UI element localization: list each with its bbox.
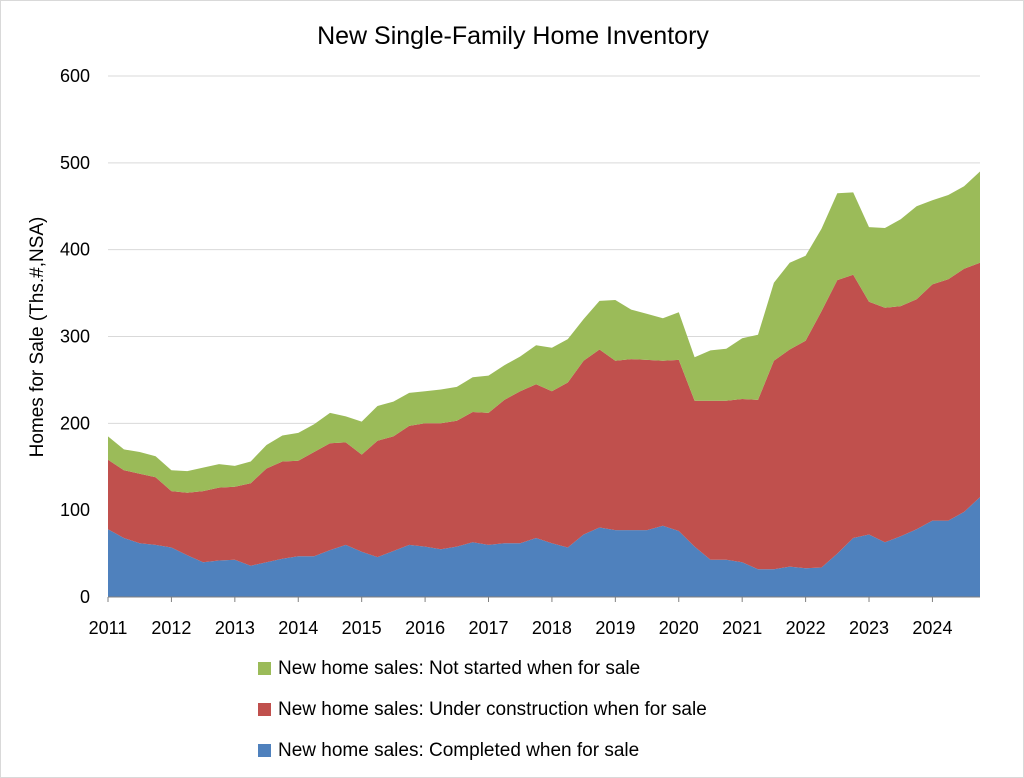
y-tick-label-500: 500 [60,153,90,173]
legend: New home sales: Not started when for sal… [258,658,707,761]
legend-swatch-2 [258,703,271,716]
area-series-1 [108,497,980,597]
x-tick-label-2020: 2020 [659,618,699,638]
y-tick-label-400: 400 [60,240,90,260]
x-tick-label-2013: 2013 [215,618,255,638]
x-tick-label-2011: 2011 [89,618,128,638]
x-tick-labels: 2011 2012 2013 2014 2015 2016 2017 2018 2019 2020… [89,618,953,638]
y-tick-label-600: 600 [60,66,90,86]
x-tick-label-2017: 2017 [468,618,508,638]
chart-title: New Single-Family Home Inventory [317,22,709,50]
area-series-3 [108,171,980,493]
axes [107,596,980,602]
y-tick-label-300: 300 [60,327,90,347]
x-tick-label-2014: 2014 [278,618,318,638]
x-tick-label-2012: 2012 [151,618,191,638]
y-tick-labels: 0 100 200 300 400 500 600 [60,66,90,607]
y-tick-label-200: 200 [60,413,90,433]
x-tick-label-2024: 2024 [912,618,952,638]
x-tick-label-2018: 2018 [532,618,572,638]
x-tick-label-2016: 2016 [405,618,445,638]
x-tick-label-2023: 2023 [849,618,889,638]
x-tick-label-2019: 2019 [595,618,635,638]
legend-label-1: New home sales: Not started when for sal… [278,658,640,679]
y-axis-title: Homes for Sale (Ths.#,NSA) [27,217,48,458]
legend-label-2: New home sales: Under construction when … [278,699,707,720]
legend-swatch-3 [258,744,271,757]
y-tick-label-100: 100 [60,500,90,520]
plot-areas [108,171,980,597]
legend-label-3: New home sales: Completed when for sale [278,740,639,761]
x-tick-label-2022: 2022 [786,618,826,638]
legend-swatch-1 [258,662,271,675]
x-tick-label-2021: 2021 [722,618,762,638]
area-series-2 [108,262,980,570]
x-tick-label-2015: 2015 [342,618,382,638]
y-tick-label-0: 0 [80,587,90,607]
